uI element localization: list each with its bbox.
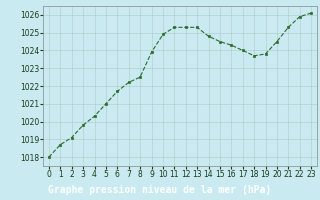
Text: Graphe pression niveau de la mer (hPa): Graphe pression niveau de la mer (hPa): [48, 185, 272, 195]
